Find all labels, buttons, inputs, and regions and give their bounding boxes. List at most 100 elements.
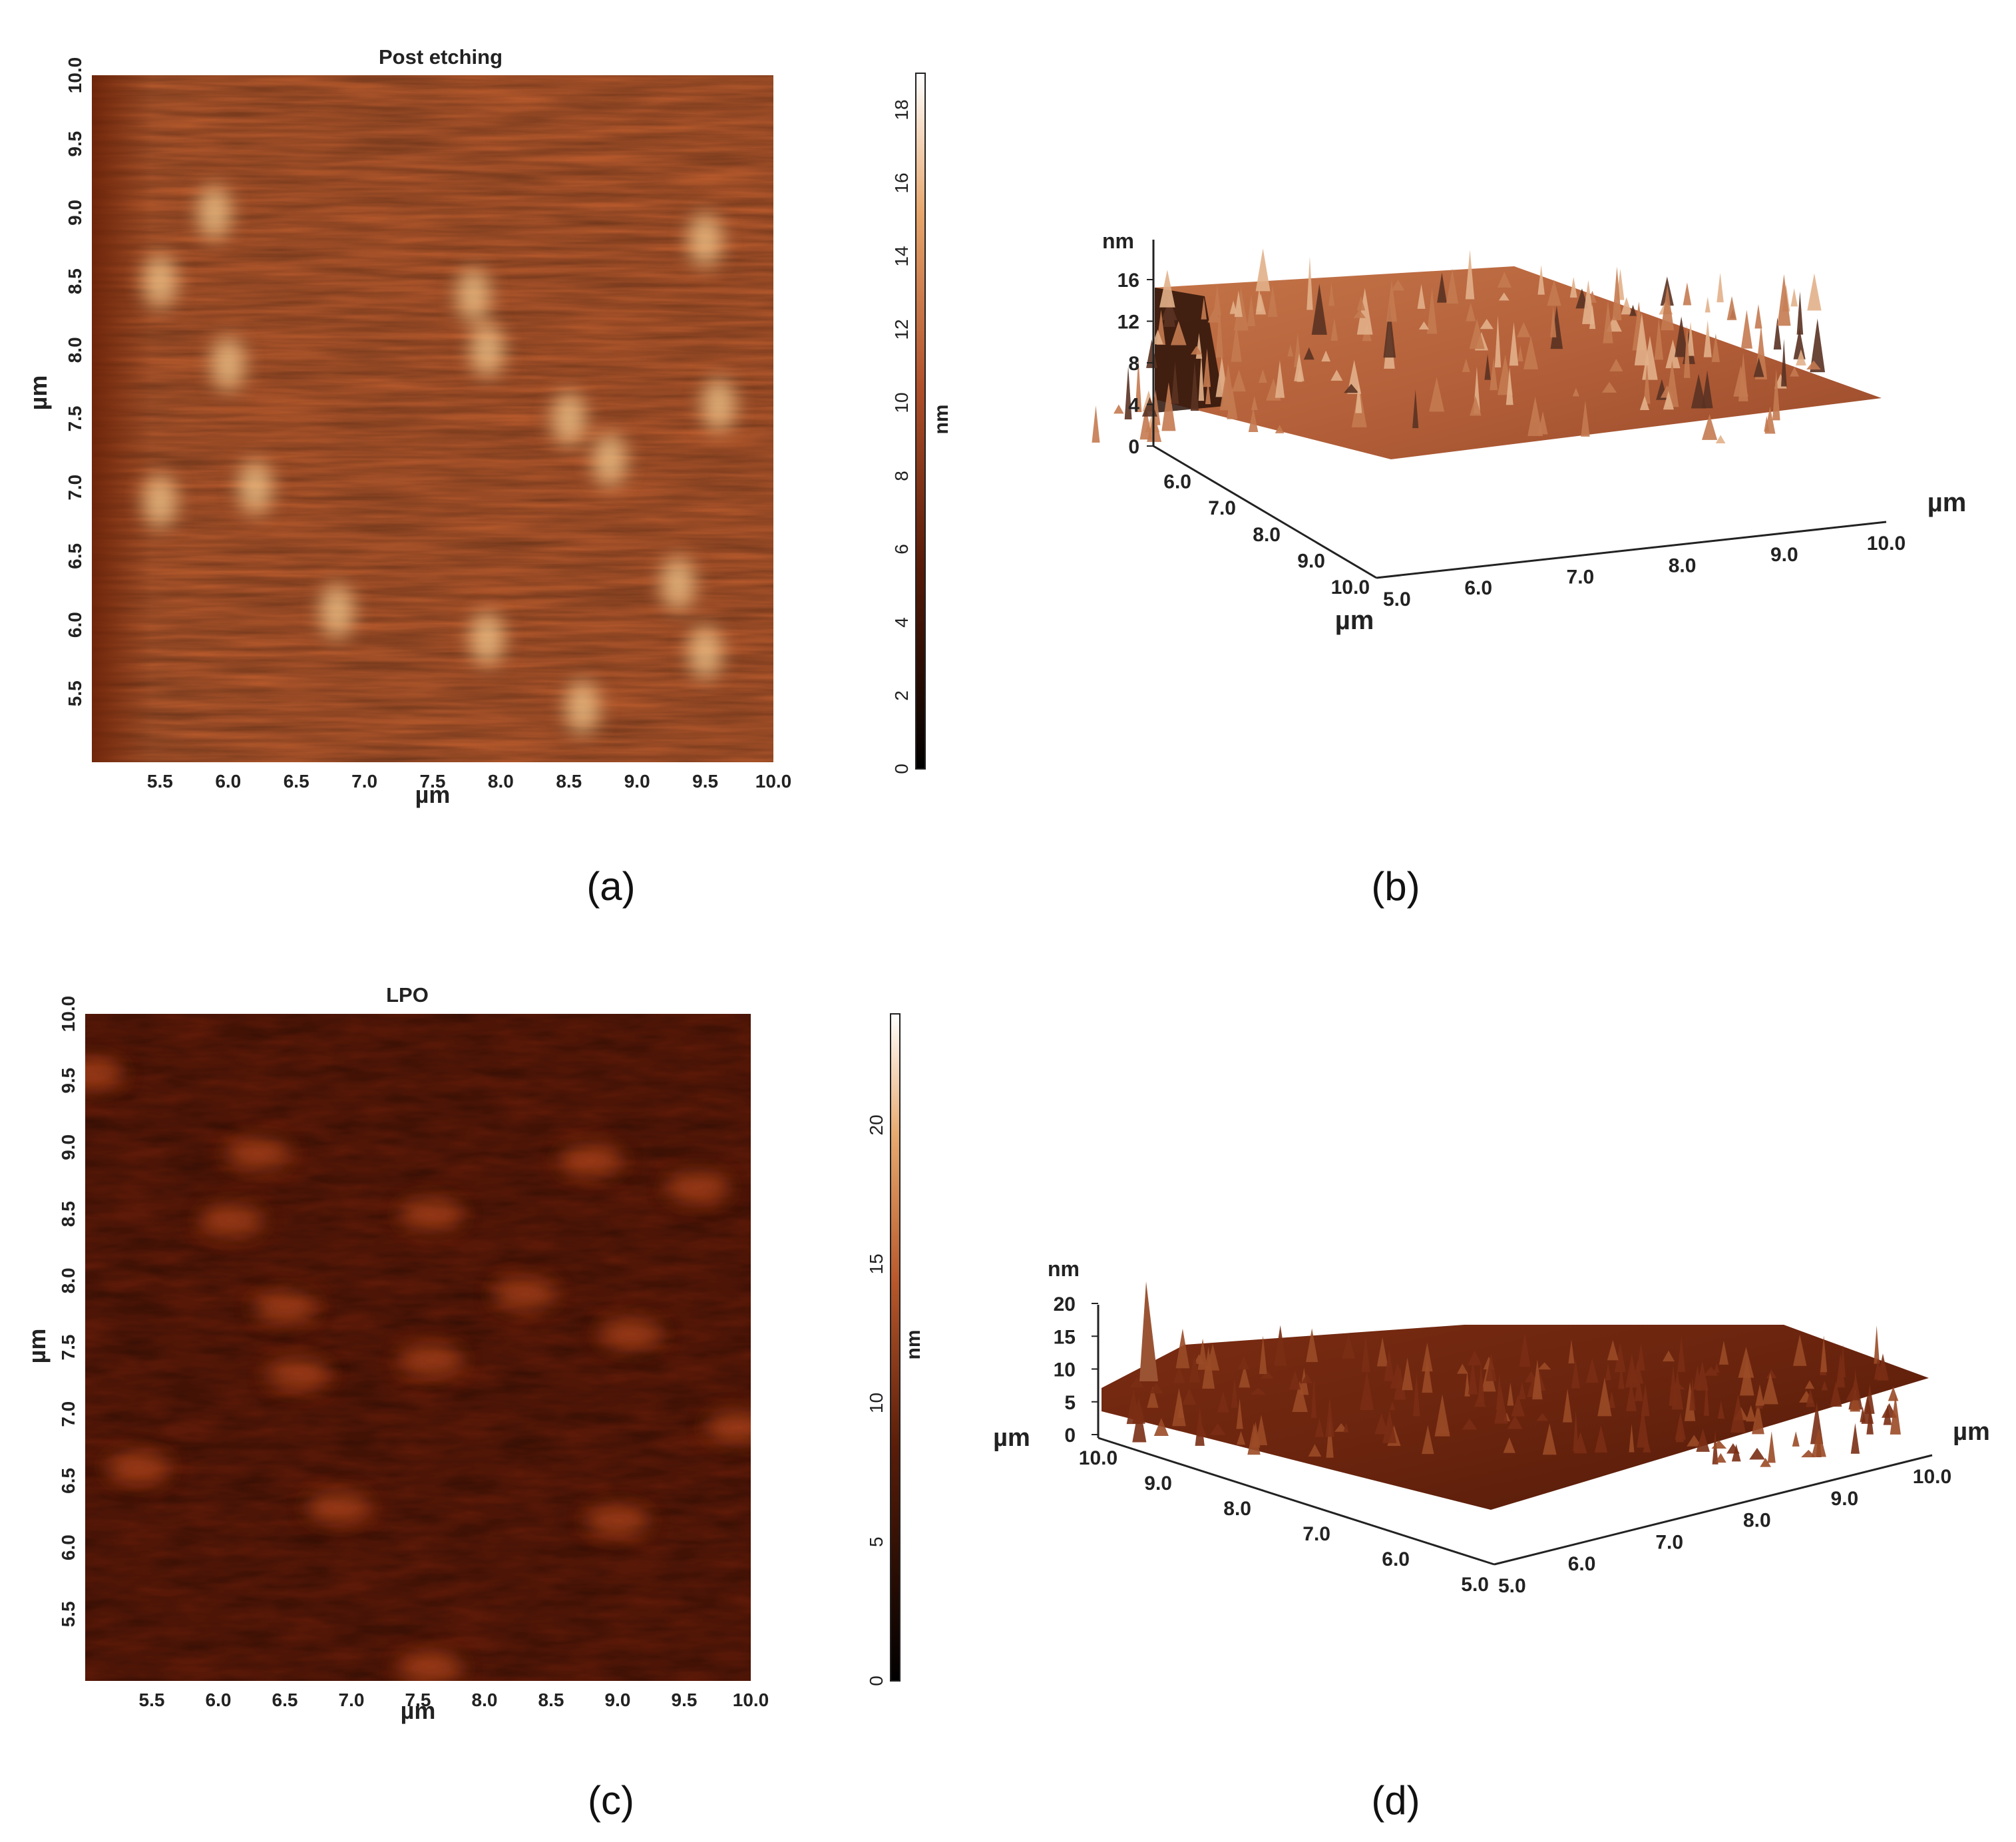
left-axis-tick-label: 8.0 — [1223, 1498, 1251, 1520]
left-axis-tick-label: 6.0 — [1382, 1548, 1410, 1570]
panel-b-surface — [1092, 248, 1882, 459]
surface-feature — [306, 1493, 370, 1522]
y-tick-label: 10.0 — [1331, 576, 1370, 598]
x-tick-label: 6.5 — [272, 1690, 298, 1710]
y-tick-label: 5.5 — [65, 680, 85, 706]
panel-d-z-ticks: 0 5 10 15 20 — [1054, 1293, 1098, 1447]
x-tick-label: 7.5 — [405, 1690, 431, 1710]
right-axis-tick-label: 7.0 — [1655, 1531, 1683, 1553]
surface-feature — [456, 268, 491, 322]
colorbar-tick-label: 10 — [891, 392, 912, 413]
colorbar-tick-label: 12 — [891, 319, 912, 340]
surface-feature — [210, 337, 246, 391]
colorbar-tick-label: 0 — [866, 1676, 887, 1686]
colorbar-tick-label: 5 — [866, 1536, 887, 1547]
y-tick-label: 6.0 — [65, 612, 85, 638]
x-tick-label: 5.5 — [139, 1690, 165, 1710]
surface-feature — [599, 1319, 663, 1349]
left-axis-tick-label: 9.0 — [1144, 1473, 1172, 1495]
x-tick-label: 5.0 — [1383, 588, 1411, 610]
panel-a-colorbar-ticks: 0 2 4 6 8 10 12 14 16 18 — [891, 99, 912, 774]
panel-c-label: (c) — [588, 1778, 634, 1823]
panel-a-colorbar — [915, 73, 926, 770]
y-tick-label: 7.5 — [65, 406, 85, 432]
x-tick-label: 5.5 — [147, 771, 173, 792]
surface-feature — [688, 213, 723, 267]
y-tick-label: 6.0 — [1163, 471, 1191, 493]
panel-d: 0 5 10 15 20 10.0 9.0 8.0 7.0 6.0 5.0 5.0 6.0 7.0 8.… — [993, 1257, 1990, 1597]
x-tick-label: 9.0 — [605, 1690, 631, 1710]
panel-b-y-axis-label: µm — [1335, 606, 1374, 635]
panel-c-x-axis-label: µm — [401, 1697, 436, 1724]
surface-feature — [469, 323, 504, 377]
y-tick-label: 9.0 — [1297, 550, 1325, 572]
y-tick-label: 9.0 — [58, 1134, 79, 1160]
surface-feature — [319, 584, 355, 638]
z-tick-label: 0 — [1128, 436, 1139, 458]
surface-feature — [399, 1346, 463, 1376]
panel-b: 0 4 8 12 16 6.0 7.0 8.0 9.0 10.0 5.0 6.0 7.0 8.0 9.0… — [1092, 229, 1966, 635]
surface-feature — [266, 1359, 330, 1389]
y-tick-label: 6.5 — [58, 1468, 79, 1494]
surface-feature — [559, 1146, 623, 1176]
z-tick-label: 12 — [1117, 312, 1139, 334]
panel-c-colorbar-ticks: 0 5 10 15 20 — [866, 1114, 887, 1686]
panel-c-y-axis-label: µm — [23, 1329, 51, 1364]
y-tick-label: 9.5 — [58, 1068, 79, 1094]
x-tick-label: 8.5 — [556, 771, 582, 792]
colorbar-tick-label: 14 — [891, 246, 912, 266]
panel-a: Post etching 5.5 6.0 6.5 7.0 7.5 8.0 8.5 9.0 9.5… — [25, 45, 952, 808]
y-tick-label: 6.5 — [65, 543, 85, 569]
z-tick-label: 8 — [1128, 353, 1139, 375]
panel-a-x-ticks: 5.5 6.0 6.5 7.0 7.5 8.0 8.5 9.0 9.5 10.0 — [147, 771, 791, 792]
y-tick-label: 7.5 — [58, 1335, 79, 1361]
x-tick-label: 6.0 — [206, 1690, 232, 1710]
surface-feature — [197, 186, 232, 240]
left-axis-tick-label: 5.0 — [1461, 1574, 1489, 1596]
surface-feature — [493, 1279, 556, 1309]
x-tick-label: 7.0 — [1567, 566, 1595, 588]
surface-feature — [253, 1292, 317, 1322]
panel-d-z-axis-label: nm — [1048, 1257, 1080, 1281]
panel-c-colorbar-label: nm — [903, 1330, 924, 1360]
x-tick-label: 9.5 — [672, 1690, 698, 1710]
y-tick-label: 5.5 — [58, 1601, 79, 1627]
surface-feature — [666, 1172, 729, 1202]
surface-feature — [469, 612, 504, 666]
surface-feature — [142, 474, 178, 528]
colorbar-tick-label: 16 — [891, 172, 912, 193]
panel-a-x-axis-label: µm — [415, 781, 451, 808]
panel-c: LPO 5.5 6.0 6.5 7.0 7.5 8.0 8.5 9.0 9.5 10.0 5.5 6… — [23, 983, 924, 1724]
x-tick-label: 6.0 — [1464, 577, 1492, 599]
panel-a-y-ticks: 5.5 6.0 6.5 7.0 7.5 8.0 8.5 9.0 9.5 10.0 — [65, 57, 85, 707]
x-tick-label: 9.0 — [624, 771, 650, 792]
panel-b-label: (b) — [1371, 864, 1420, 909]
panel-a-label: (a) — [586, 864, 635, 909]
panel-b-x-ticks: 5.0 6.0 7.0 8.0 9.0 10.0 — [1383, 533, 1906, 610]
surface-feature — [226, 1139, 290, 1169]
right-axis-tick-label: 8.0 — [1743, 1510, 1771, 1532]
panel-d-x-axis-label: µm — [1953, 1418, 1990, 1446]
y-tick-label: 8.5 — [65, 268, 85, 294]
z-tick-label: 16 — [1117, 270, 1139, 292]
x-tick-label: 8.0 — [488, 771, 514, 792]
panel-d-surface — [1102, 1281, 1929, 1510]
x-tick-label: 8.0 — [472, 1690, 498, 1710]
colorbar-tick-label: 10 — [866, 1393, 887, 1413]
colorbar-tick-label: 4 — [891, 617, 912, 628]
y-tick-label: 9.0 — [65, 200, 85, 226]
colorbar-tick-label: 6 — [891, 544, 912, 555]
y-tick-label: 8.0 — [58, 1267, 79, 1293]
surface-feature — [142, 254, 178, 308]
y-tick-label: 9.5 — [65, 131, 85, 157]
surface-feature — [106, 1453, 170, 1483]
left-axis-tick-label: 7.0 — [1303, 1523, 1330, 1545]
surface-feature — [551, 392, 586, 445]
x-tick-label: 10.0 — [1867, 533, 1906, 555]
x-tick-label: 6.0 — [215, 771, 241, 792]
x-tick-label: 6.5 — [284, 771, 309, 792]
y-tick-label: 8.5 — [58, 1201, 79, 1227]
panel-a-title: Post etching — [379, 45, 503, 69]
surface-feature — [586, 1506, 650, 1536]
surface-feature — [565, 680, 600, 734]
